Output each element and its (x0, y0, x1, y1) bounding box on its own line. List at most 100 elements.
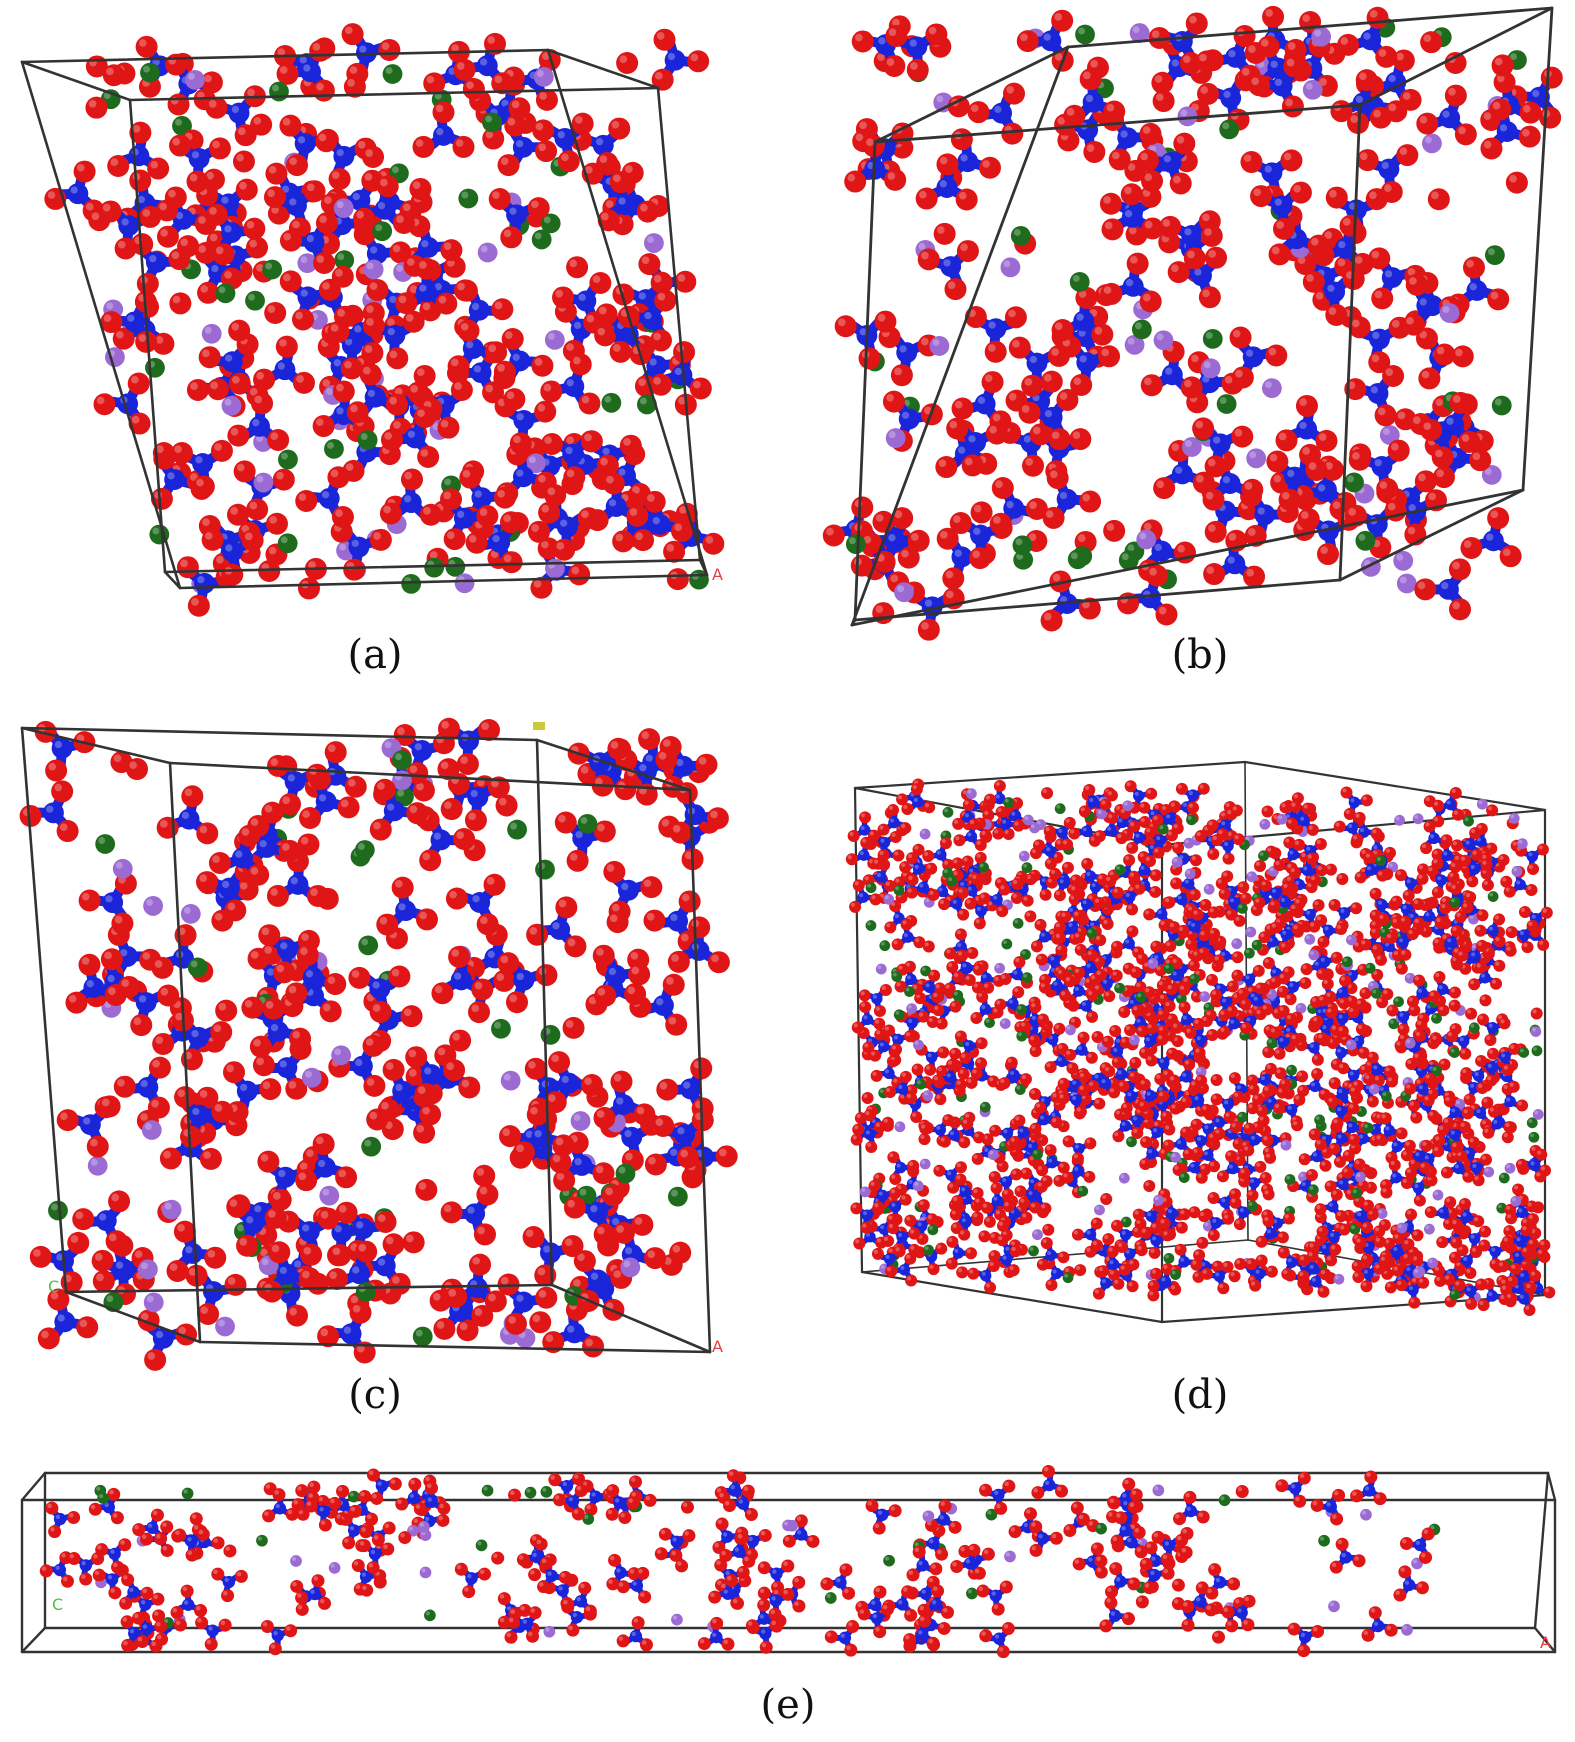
atom-highlight (1124, 964, 1129, 969)
atom-highlight (599, 155, 608, 164)
atom-highlight (229, 1199, 238, 1207)
nitrogen-atom (395, 900, 417, 922)
atom-highlight (968, 435, 976, 443)
atom-highlight (1032, 426, 1041, 435)
atom-highlight (993, 516, 1001, 524)
atom-highlight (305, 970, 314, 978)
oxygen-atom (553, 538, 576, 561)
atom-highlight (1204, 1125, 1209, 1130)
atom-highlight (552, 922, 560, 930)
oxygen-atom (414, 1082, 437, 1105)
atom-highlight (1184, 228, 1192, 236)
oxygen-atom (526, 923, 549, 946)
oxygen-atom (1539, 106, 1562, 129)
atom-highlight (611, 120, 620, 129)
atom-highlight (909, 39, 917, 47)
oxygen-atom (462, 78, 485, 101)
oxygen-atom (1018, 401, 1041, 424)
oxygen-atom (1444, 84, 1467, 107)
atom-highlight (677, 274, 686, 282)
oxygen-atom (671, 520, 694, 543)
oxygen-atom (677, 1146, 700, 1169)
purple-atom (331, 1045, 352, 1066)
atom-highlight (924, 599, 933, 607)
oxygen-atom (654, 289, 677, 312)
atom-highlight (1446, 417, 1454, 425)
green-atom (361, 1136, 382, 1157)
atom-highlight (918, 242, 926, 250)
oxygen-atom (1339, 214, 1362, 237)
atom-highlight (446, 1062, 455, 1071)
oxygen-atom (593, 1106, 616, 1129)
green-atom (1163, 1252, 1175, 1264)
atom-highlight (85, 202, 94, 211)
oxygen-atom (433, 1317, 456, 1340)
atom-highlight (1243, 154, 1252, 163)
oxygen-atom (1083, 140, 1106, 163)
atom-highlight (204, 326, 212, 334)
atom-highlight (681, 893, 690, 902)
oxygen-atom (1281, 95, 1304, 118)
atom-highlight (534, 232, 542, 240)
atom-highlight (180, 559, 188, 568)
purple-atom (141, 1120, 162, 1140)
atom-highlight (395, 753, 402, 761)
atom-highlight (631, 966, 640, 975)
oxygen-atom (1231, 425, 1254, 448)
oxygen-atom (373, 778, 396, 801)
oxygen-atom (1139, 290, 1162, 313)
oxygen-atom (552, 286, 575, 309)
atom-highlight (1396, 52, 1404, 61)
oxygen-atom (1330, 100, 1353, 123)
oxygen-atom (1454, 123, 1477, 146)
oxygen-atom (257, 1150, 280, 1173)
oxygen-atom (128, 412, 151, 435)
oxygen-atom (1198, 286, 1221, 309)
oxygen-atom (483, 32, 506, 55)
oxygen-atom (159, 1147, 182, 1170)
atom-highlight (383, 505, 391, 514)
atom-highlight (1093, 1032, 1098, 1038)
purple-atom (1246, 448, 1267, 469)
atom-highlight (949, 420, 958, 429)
nitrogen-atom (1209, 433, 1231, 455)
oxygen-atom (531, 354, 554, 377)
atom-highlight (397, 789, 405, 797)
oxygen-atom (212, 243, 235, 266)
oxygen-atom (564, 935, 587, 958)
atom-highlight (336, 407, 344, 415)
atom-highlight (558, 899, 567, 908)
green-atom (577, 814, 598, 834)
atom-highlight (1206, 566, 1215, 575)
oxygen-atom (858, 989, 871, 1002)
oxygen-atom (1169, 172, 1192, 195)
nitrogen-atom (1391, 1140, 1403, 1153)
atom-highlight (1208, 524, 1216, 532)
atom-highlight (385, 1062, 394, 1070)
green-atom (382, 64, 403, 84)
purple-atom (112, 858, 133, 879)
nitrogen-atom (471, 487, 493, 509)
atom-highlight (140, 1113, 148, 1121)
oxygen-atom (453, 827, 476, 850)
oxygen-atom (592, 944, 615, 967)
nitrogen-atom (192, 453, 214, 474)
atom-highlight (392, 244, 401, 253)
oxygen-atom (945, 1257, 958, 1270)
atom-highlight (295, 311, 303, 320)
atom-highlight (452, 1032, 461, 1041)
oxygen-atom (169, 134, 192, 157)
purple-atom (544, 329, 565, 350)
oxygen-atom (138, 75, 161, 98)
oxygen-atom (453, 58, 476, 81)
oxygen-atom (662, 973, 685, 996)
oxygen-atom (1284, 38, 1307, 61)
atom-highlight (1516, 880, 1521, 885)
oxygen-atom (552, 1134, 575, 1157)
atom-highlight (1244, 482, 1253, 490)
atom-highlight (199, 825, 208, 834)
oxygen-atom (464, 809, 487, 832)
oxygen-atom (1152, 90, 1175, 113)
atom-highlight (268, 546, 277, 555)
